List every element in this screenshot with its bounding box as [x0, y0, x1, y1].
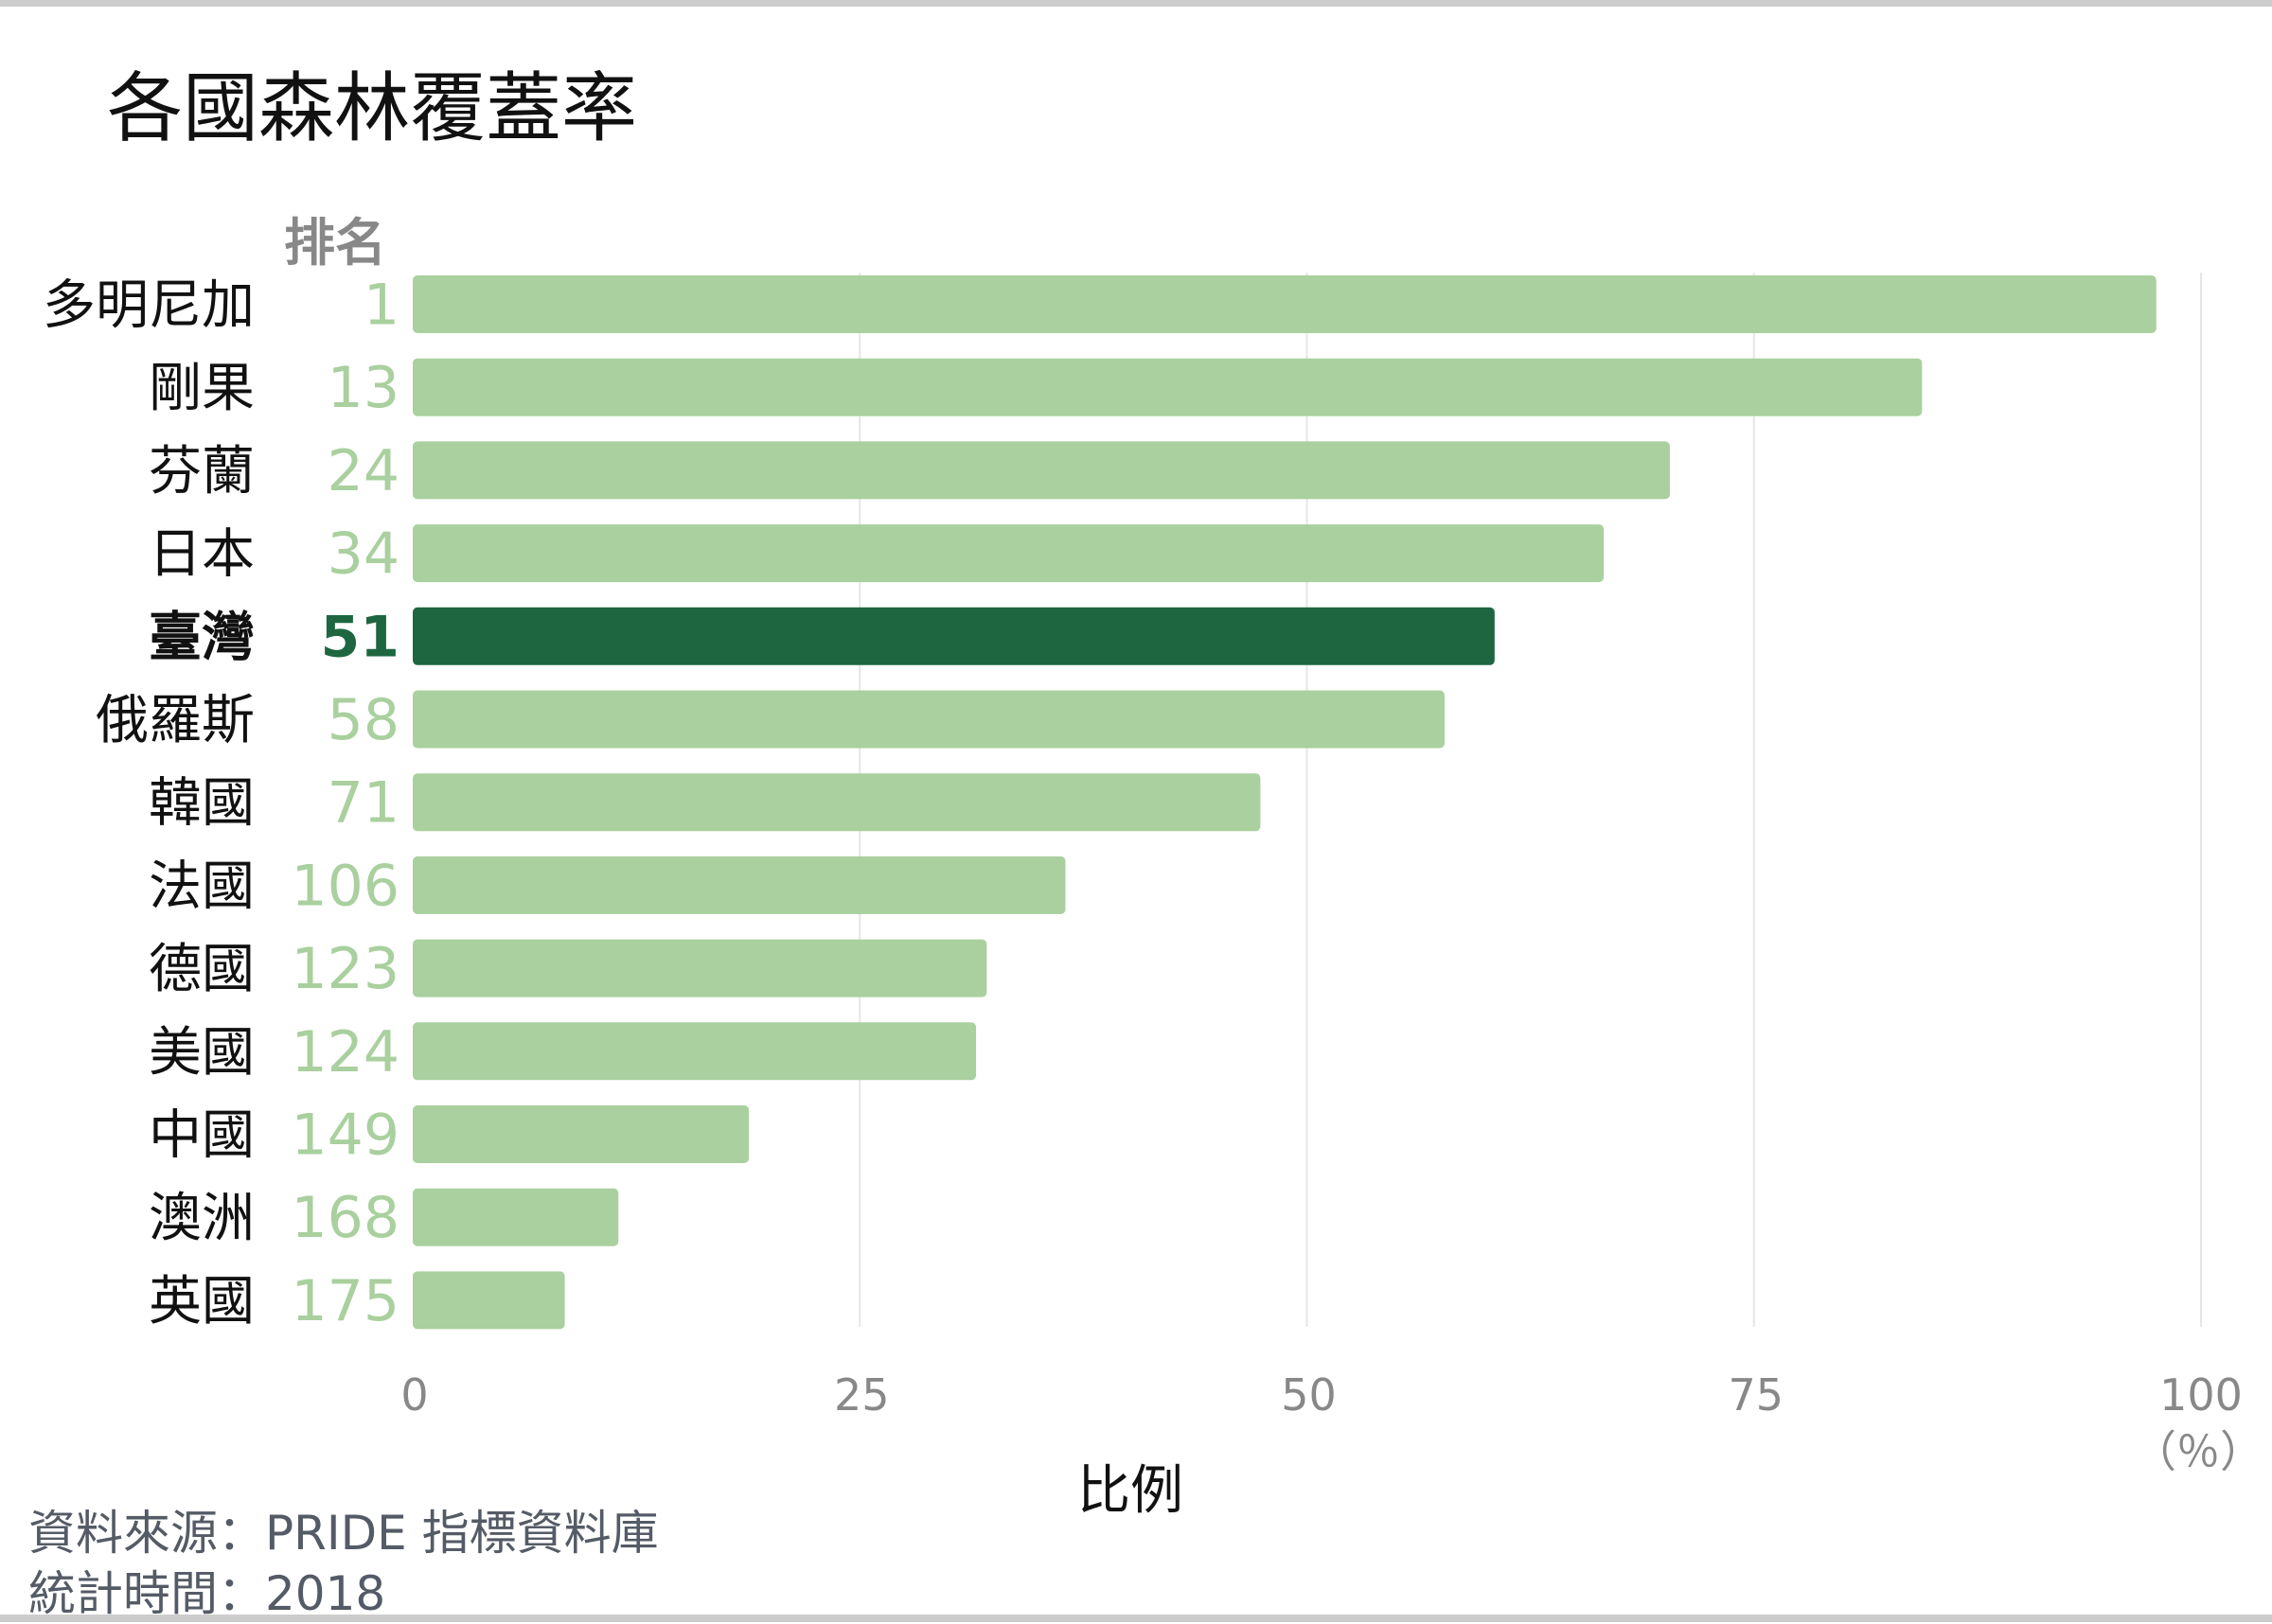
rank-label: 51	[321, 604, 400, 670]
x-tick-label: 50	[1281, 1369, 1337, 1421]
rank-label: 24	[328, 438, 399, 504]
x-tick-label: 0	[400, 1369, 428, 1421]
x-tick-label: 25	[834, 1369, 890, 1421]
x-tick-label: 100	[2159, 1369, 2243, 1421]
rank-label: 13	[328, 355, 399, 421]
rank-label: 71	[328, 770, 399, 837]
category-label: 多明尼加	[43, 275, 255, 337]
source-line: 資料來源：PRIDE 指標資料庫	[28, 1506, 659, 1561]
x-axis-label: 比例	[1077, 1460, 1183, 1522]
rank-header: 排名	[284, 213, 386, 273]
category-label: 美國	[149, 1022, 255, 1084]
rank-label: 123	[291, 936, 399, 1002]
bar-6	[413, 773, 1261, 832]
rank-label: 1	[364, 273, 399, 339]
bar-12	[413, 1271, 565, 1330]
rank-label: 168	[291, 1185, 399, 1251]
stat-time-line: 統計時間：2018	[28, 1566, 386, 1621]
rank-label: 149	[291, 1103, 399, 1169]
bar-4	[413, 607, 1495, 665]
category-label: 韓國	[149, 773, 255, 835]
category-label: 俄羅斯	[96, 690, 255, 751]
category-label: 臺灣	[149, 607, 255, 668]
rank-label: 58	[328, 687, 399, 753]
bar-3	[413, 524, 1605, 583]
bottom-border	[0, 1615, 2272, 1622]
chart-title: 各國森林覆蓋率	[107, 64, 637, 152]
rank-label: 34	[328, 521, 399, 588]
bar-1	[413, 358, 1923, 416]
bar-8	[413, 939, 987, 997]
bar-10	[413, 1105, 750, 1163]
top-border	[0, 0, 2272, 7]
rank-label: 106	[291, 853, 399, 919]
bar-2	[413, 441, 1670, 500]
category-label: 法國	[149, 856, 255, 917]
category-label: 澳洲	[149, 1188, 255, 1249]
bar-7	[413, 856, 1066, 914]
bar-0	[413, 275, 2157, 333]
bar-9	[413, 1022, 977, 1081]
category-label: 芬蘭	[149, 441, 255, 503]
category-label: 英國	[149, 1271, 255, 1333]
rank-label: 124	[291, 1019, 399, 1086]
x-tick-label: 75	[1728, 1369, 1784, 1421]
rank-label: 175	[291, 1268, 399, 1334]
category-label: 德國	[149, 939, 255, 1000]
bar-5	[413, 690, 1445, 749]
bar-11	[413, 1188, 619, 1246]
category-label: 剛果	[149, 358, 255, 419]
unit-label: （％）	[2133, 1426, 2263, 1477]
category-label: 中國	[149, 1105, 255, 1167]
category-label: 日本	[149, 524, 255, 586]
